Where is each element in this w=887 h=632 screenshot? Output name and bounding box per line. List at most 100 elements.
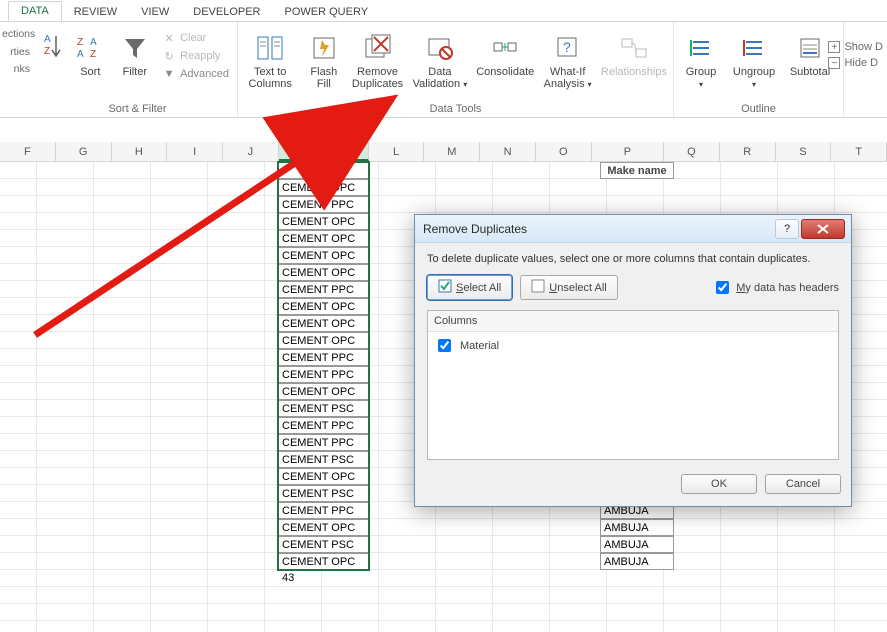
- cell[interactable]: CEMENT PSC: [278, 536, 370, 553]
- column-item-label: Material: [460, 340, 499, 352]
- cell[interactable]: CEMENT PPC: [278, 349, 370, 366]
- column-item[interactable]: Material: [428, 332, 838, 359]
- consolidate-button[interactable]: Consolidate: [474, 30, 536, 102]
- cell[interactable]: CEMENT OPC 53: [278, 179, 370, 196]
- cell[interactable]: CEMENT OPC 43: [278, 230, 370, 247]
- cell[interactable]: CEMENT PPC: [278, 502, 370, 519]
- whatif-button[interactable]: ? What-If Analysis ▾: [540, 30, 595, 102]
- column-headers: FGHIJKLMNOPQRST: [0, 142, 887, 162]
- cell[interactable]: AMBUJA: [600, 519, 674, 536]
- close-button[interactable]: [801, 219, 845, 239]
- column-header[interactable]: J: [223, 142, 279, 161]
- column-header[interactable]: P: [592, 142, 664, 161]
- cell-header[interactable]: Make name: [600, 162, 674, 179]
- cell[interactable]: CEMENT OPC 53: [278, 298, 370, 315]
- column-header[interactable]: R: [720, 142, 776, 161]
- group-icon: [685, 32, 717, 64]
- cell[interactable]: CEMENT OPC 43: [278, 519, 370, 536]
- cell[interactable]: CEMENT PPC: [278, 434, 370, 451]
- cell[interactable]: CEMENT OPC 43: [278, 247, 370, 264]
- hide-detail-button[interactable]: −Hide D: [828, 57, 883, 69]
- unselect-all-icon: [531, 279, 545, 296]
- leftpanel-text: rties: [2, 46, 30, 60]
- column-header[interactable]: K: [279, 142, 369, 161]
- cancel-button[interactable]: Cancel: [765, 474, 841, 494]
- tab-powerquery[interactable]: POWER QUERY: [273, 3, 381, 21]
- cell[interactable]: CEMENT PPC: [278, 196, 370, 213]
- left-panel-fragment: ections rties nks: [0, 22, 32, 87]
- remove-duplicates-icon: [362, 32, 394, 64]
- column-item-checkbox[interactable]: [438, 339, 451, 352]
- group-button[interactable]: Group▾: [678, 30, 724, 102]
- data-validation-button[interactable]: Data Validation ▾: [410, 30, 470, 102]
- minus-icon: −: [828, 57, 840, 69]
- column-header[interactable]: N: [480, 142, 536, 161]
- show-detail-button[interactable]: +Show D: [828, 41, 883, 53]
- relationships-button[interactable]: Relationships: [599, 30, 669, 102]
- tab-view[interactable]: VIEW: [129, 3, 181, 21]
- has-headers-input[interactable]: [716, 281, 729, 294]
- cell[interactable]: CEMENT OPC 43: [278, 315, 370, 332]
- group-label-sortfilter: Sort & Filter: [42, 102, 233, 117]
- svg-text:Z: Z: [90, 49, 96, 60]
- cell[interactable]: CEMENT PSC: [278, 400, 370, 417]
- has-headers-checkbox[interactable]: My data has headers: [712, 278, 839, 297]
- unselect-all-button[interactable]: Unselect All: [520, 275, 617, 300]
- remove-duplicates-button[interactable]: Remove Duplicates: [349, 30, 405, 102]
- select-all-label: elect All: [463, 282, 501, 294]
- ungroup-button[interactable]: Ungroup▾: [728, 30, 780, 102]
- cell[interactable]: CEMENT OPC 53: [278, 383, 370, 400]
- cell[interactable]: CEMENT PSC: [278, 451, 370, 468]
- has-headers-label: y data has headers: [745, 282, 839, 294]
- column-header[interactable]: Q: [664, 142, 720, 161]
- select-all-button[interactable]: Select All: [427, 275, 512, 300]
- flash-fill-icon: [308, 32, 340, 64]
- ungroup-icon: [738, 32, 770, 64]
- reapply-button[interactable]: ↻Reapply: [158, 48, 233, 64]
- sort-az-icon[interactable]: AZ: [42, 30, 65, 67]
- tab-review[interactable]: REVIEW: [62, 3, 129, 21]
- cell[interactable]: CEMENT OPC 43: [278, 264, 370, 281]
- clear-button[interactable]: ✕Clear: [158, 30, 233, 46]
- ok-button[interactable]: OK: [681, 474, 757, 494]
- consolidate-label: Consolidate: [476, 66, 534, 78]
- help-button[interactable]: ?: [775, 219, 799, 239]
- cell[interactable]: CEMENT OPC 53: [278, 468, 370, 485]
- column-header[interactable]: H: [112, 142, 168, 161]
- cell-header[interactable]: Material: [278, 162, 370, 179]
- sort-button[interactable]: ZAAZ Sort: [69, 30, 111, 102]
- column-header[interactable]: F: [0, 142, 56, 161]
- filter-button[interactable]: Filter: [116, 30, 155, 102]
- cell[interactable]: CEMENT PPC: [278, 281, 370, 298]
- flash-fill-button[interactable]: Flash Fill: [302, 30, 345, 102]
- dropdown-caret-icon: ▾: [752, 80, 756, 89]
- column-header[interactable]: M: [424, 142, 480, 161]
- column-header[interactable]: S: [776, 142, 832, 161]
- tab-data[interactable]: DATA: [8, 1, 62, 21]
- column-header[interactable]: O: [536, 142, 592, 161]
- cell[interactable]: CEMENT OPC 43: [278, 332, 370, 349]
- column-header[interactable]: T: [831, 142, 887, 161]
- sort-label: Sort: [80, 66, 100, 78]
- text-to-columns-button[interactable]: Text to Columns: [242, 30, 298, 102]
- dialog-titlebar[interactable]: Remove Duplicates ?: [415, 215, 851, 243]
- clear-label: Clear: [180, 32, 206, 44]
- dropdown-caret-icon: ▾: [463, 80, 467, 89]
- column-header[interactable]: L: [369, 142, 425, 161]
- column-header[interactable]: I: [167, 142, 223, 161]
- cell[interactable]: CEMENT PSC: [278, 485, 370, 502]
- dropdown-caret-icon: ▾: [699, 80, 703, 89]
- column-header[interactable]: G: [56, 142, 112, 161]
- whatif-label: What-If Analysis: [544, 66, 586, 90]
- columns-listbox[interactable]: Columns Material: [427, 310, 839, 460]
- cell[interactable]: CEMENT PPC: [278, 366, 370, 383]
- cell[interactable]: AMBUJA: [600, 553, 674, 570]
- cell[interactable]: CEMENT PPC: [278, 417, 370, 434]
- reapply-label: Reapply: [180, 50, 220, 62]
- advanced-button[interactable]: ▼Advanced: [158, 66, 233, 82]
- cell[interactable]: CEMENT OPC 43: [278, 553, 370, 570]
- subtotal-icon: [794, 32, 826, 64]
- tab-developer[interactable]: DEVELOPER: [181, 3, 272, 21]
- cell[interactable]: CEMENT OPC 53: [278, 213, 370, 230]
- cell[interactable]: AMBUJA: [600, 536, 674, 553]
